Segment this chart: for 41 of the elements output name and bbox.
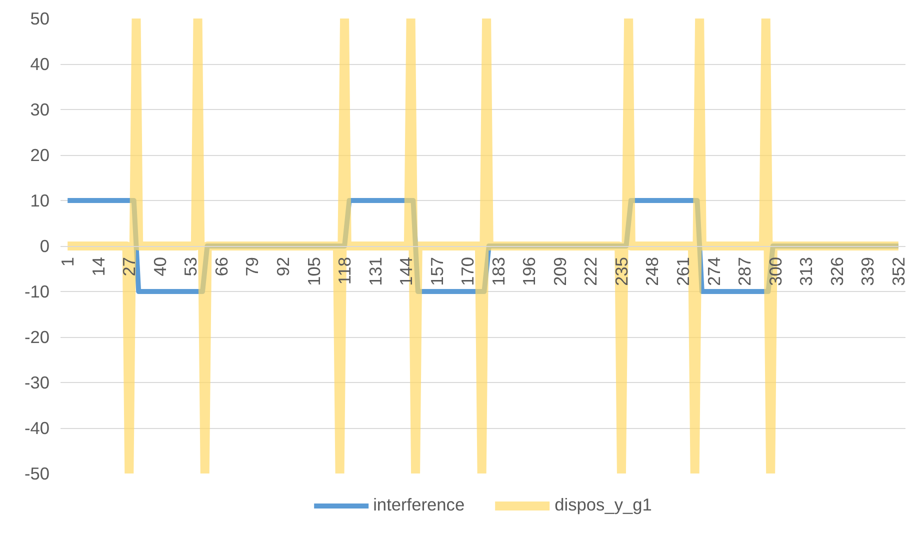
x-tick-label: 53 <box>180 256 201 276</box>
x-tick-label: 339 <box>858 256 878 286</box>
y-tick-label: -20 <box>24 327 50 347</box>
x-tick-label: 196 <box>519 256 540 286</box>
x-tick-label: 326 <box>826 256 847 286</box>
x-tick-label: 313 <box>796 256 816 286</box>
y-tick-label: 50 <box>30 8 50 28</box>
y-tick-label: 10 <box>30 190 50 210</box>
x-tick-label: 131 <box>365 256 386 286</box>
x-tick-label: 118 <box>334 256 355 285</box>
x-tick-label: 248 <box>642 256 662 286</box>
y-tick-label: 20 <box>30 145 50 165</box>
x-tick-label: 287 <box>734 256 755 286</box>
x-tick-label: 144 <box>396 256 416 286</box>
x-tick-label: 183 <box>488 256 508 286</box>
x-tick-label: 274 <box>704 256 724 286</box>
x-tick-label: 79 <box>242 256 262 276</box>
legend-label: dispos_y_g1 <box>554 494 652 516</box>
x-tick-label: 66 <box>211 256 232 276</box>
y-tick-label: -40 <box>24 418 50 438</box>
x-tick-label: 92 <box>272 256 293 276</box>
x-tick-label: 352 <box>888 256 908 286</box>
y-tick-label: -50 <box>24 464 50 484</box>
x-tick-label: 209 <box>550 256 570 286</box>
x-tick-label: 40 <box>150 256 170 276</box>
x-tick-label: 261 <box>673 256 694 286</box>
y-tick-label: -30 <box>24 372 50 392</box>
y-tick-label: 40 <box>30 54 50 74</box>
x-tick-label: 27 <box>119 256 140 276</box>
x-tick-label: 14 <box>88 256 108 276</box>
y-tick-label: 30 <box>30 100 50 120</box>
y-tick-label: 0 <box>40 236 50 256</box>
legend-label: interference <box>373 494 465 516</box>
x-tick-label: 170 <box>458 256 478 286</box>
y-tick-label: -10 <box>24 282 50 302</box>
x-tick-label: 300 <box>765 256 786 286</box>
x-tick-label: 1 <box>58 256 78 267</box>
x-tick-label: 222 <box>580 256 601 286</box>
x-tick-label: 105 <box>304 256 324 286</box>
x-tick-label: 157 <box>426 256 447 286</box>
x-tick-label: 235 <box>611 256 632 286</box>
